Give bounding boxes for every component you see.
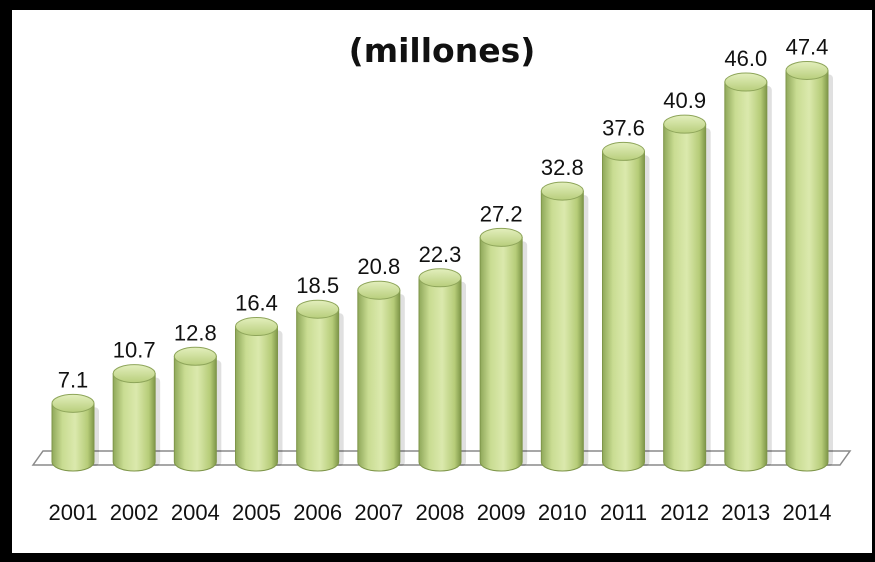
bar-cap — [785, 60, 829, 80]
bar-2014 — [785, 60, 833, 472]
bar-2012 — [663, 114, 711, 472]
bar-cap — [173, 346, 217, 366]
bar-body — [540, 190, 584, 472]
bar-2011 — [602, 141, 650, 472]
bar-2005 — [235, 317, 283, 472]
x-tick-2006: 2006 — [293, 500, 342, 525]
bar-body — [785, 69, 829, 472]
bar-body — [296, 308, 340, 472]
value-label-2011: 37.6 — [602, 115, 645, 140]
bar-body — [418, 277, 462, 472]
bar-cap — [112, 364, 156, 384]
bar-2002 — [112, 364, 161, 472]
bar-body — [724, 81, 768, 472]
x-tick-2012: 2012 — [660, 500, 709, 525]
bar-2007 — [357, 280, 405, 472]
value-label-2002: 10.7 — [113, 338, 156, 363]
value-label-2013: 46.0 — [724, 46, 767, 71]
bar-cap — [724, 72, 768, 92]
bar-body — [112, 373, 156, 472]
bar-body — [663, 123, 707, 472]
bars-group — [51, 60, 833, 472]
bar-cap — [479, 227, 523, 247]
bar-cap — [357, 280, 401, 300]
bar-2008 — [418, 268, 466, 472]
bar-2004 — [173, 346, 222, 472]
x-tick-2004: 2004 — [171, 500, 220, 525]
x-tick-2001: 2001 — [49, 500, 98, 525]
x-tick-2010: 2010 — [538, 500, 587, 525]
bar-body — [51, 402, 95, 472]
x-tick-2011: 2011 — [600, 500, 647, 525]
value-label-2001: 7.1 — [58, 367, 89, 392]
bar-2010 — [540, 181, 589, 472]
bar-2013 — [724, 72, 772, 472]
bar-body — [173, 355, 217, 472]
bar-cap — [602, 141, 645, 161]
bar-cap — [235, 317, 278, 337]
bar-2006 — [296, 299, 344, 472]
x-tick-labels-group: 2001 2002 2004 2005 2006 2007 2008 2009 2010 2011… — [49, 500, 832, 525]
x-tick-2013: 2013 — [721, 500, 770, 525]
value-label-2012: 40.9 — [663, 88, 706, 113]
x-tick-2005: 2005 — [232, 500, 281, 525]
bar-cap — [540, 181, 584, 201]
value-labels-group: 7.1 10.7 12.8 16.4 18.5 20.8 22.3 27.2 32.8 37.6 4… — [58, 34, 829, 392]
value-label-2010: 32.8 — [541, 155, 584, 180]
bar-cap — [418, 268, 462, 288]
chart-title: (millones) — [349, 31, 536, 70]
x-tick-2014: 2014 — [783, 500, 832, 525]
bar-cap — [663, 114, 707, 134]
x-tick-2002: 2002 — [110, 500, 159, 525]
value-label-2009: 27.2 — [480, 201, 523, 226]
bar-2001 — [51, 393, 99, 472]
value-label-2014: 47.4 — [786, 34, 829, 59]
bar-body — [235, 326, 278, 472]
bar-2009 — [479, 227, 528, 472]
value-label-2007: 20.8 — [357, 254, 400, 279]
bar-cap — [296, 299, 340, 319]
value-label-2008: 22.3 — [419, 242, 462, 267]
x-tick-2009: 2009 — [477, 500, 526, 525]
value-label-2005: 16.4 — [235, 291, 278, 316]
value-label-2004: 12.8 — [174, 320, 217, 345]
bar-cap — [51, 393, 95, 413]
x-tick-2008: 2008 — [416, 500, 465, 525]
value-label-2006: 18.5 — [296, 273, 339, 298]
bar-body — [357, 289, 401, 472]
bar-body — [479, 236, 523, 472]
bar-body — [602, 150, 645, 472]
x-tick-2007: 2007 — [354, 500, 403, 525]
